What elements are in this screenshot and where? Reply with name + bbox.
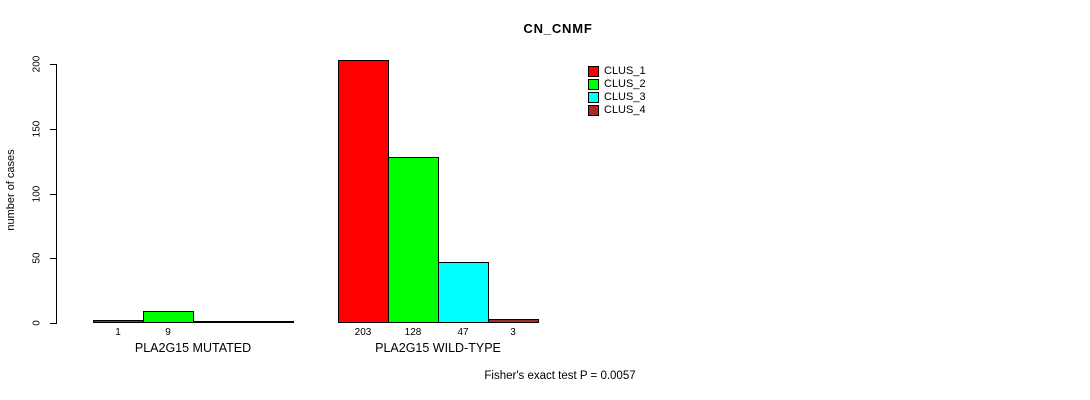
legend-swatch-icon — [588, 79, 599, 90]
y-axis-tick-label: 100 — [31, 185, 43, 203]
y-axis-tick — [50, 323, 56, 324]
y-axis-tick — [50, 258, 56, 259]
x-group-label: PLA2G15 WILD-TYPE — [375, 341, 501, 355]
y-axis-line — [56, 64, 57, 324]
x-group-label: PLA2G15 MUTATED — [134, 341, 252, 355]
bar-value-label: 128 — [404, 327, 422, 338]
bar-value-label: 9 — [165, 327, 171, 338]
bar-clus_2 — [143, 311, 194, 323]
legend-swatch-icon — [588, 92, 599, 103]
y-axis-tick-label: 200 — [31, 55, 43, 73]
y-axis-tick — [50, 194, 56, 195]
legend-item: CLUS_3 — [588, 91, 646, 104]
bar-clus_4 — [243, 321, 294, 323]
y-axis-tick-label: 50 — [31, 252, 43, 264]
bar-clus_2 — [388, 157, 439, 323]
legend-label: CLUS_1 — [604, 65, 646, 77]
pvalue-annotation: Fisher's exact test P = 0.0057 — [484, 370, 636, 382]
bar-clus_3 — [438, 262, 489, 323]
bar-clus_4 — [488, 319, 539, 323]
legend-item: CLUS_1 — [588, 65, 646, 78]
legend-item: CLUS_2 — [588, 78, 646, 91]
legend-label: CLUS_4 — [604, 104, 646, 116]
y-axis-tick — [50, 129, 56, 130]
legend-label: CLUS_3 — [604, 91, 646, 103]
chart-title: CN_CNMF — [523, 21, 593, 36]
y-axis-tick-label: 150 — [31, 120, 43, 138]
bar-clus_1 — [338, 60, 389, 323]
legend: CLUS_1 CLUS_2 CLUS_3 CLUS_4 — [588, 65, 646, 117]
legend-swatch-icon — [588, 105, 599, 116]
bar-value-label: 3 — [510, 327, 516, 338]
legend-swatch-icon — [588, 66, 599, 77]
legend-item: CLUS_4 — [588, 104, 646, 117]
y-axis-tick — [50, 64, 56, 65]
bar-value-label: 47 — [457, 327, 469, 338]
bar-clus_3 — [193, 321, 244, 323]
legend-label: CLUS_2 — [604, 78, 646, 90]
bar-clus_1 — [93, 320, 144, 323]
bar-value-label: 1 — [115, 327, 121, 338]
y-axis-tick-label: 0 — [31, 320, 43, 326]
bar-value-label: 203 — [354, 327, 372, 338]
